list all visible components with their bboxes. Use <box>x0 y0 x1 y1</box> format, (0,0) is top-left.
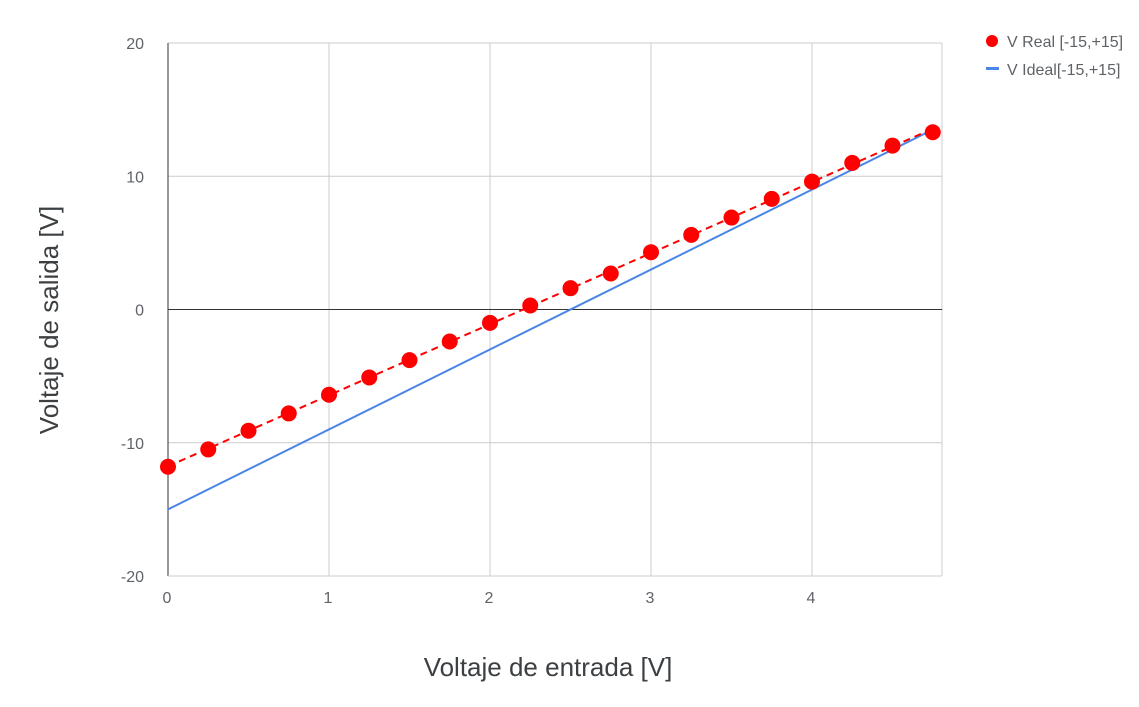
real-data-point <box>723 209 740 226</box>
real-data-point <box>562 280 579 297</box>
real-data-point <box>804 173 820 190</box>
legend-label-ideal: V Ideal[-15,+15] <box>1007 62 1120 79</box>
legend: V Real [-15,+15] V Ideal[-15,+15] <box>986 34 1123 79</box>
real-data-point <box>763 190 780 207</box>
plot-area <box>160 124 941 511</box>
real-data-point <box>884 137 901 154</box>
real-data-point <box>844 154 861 171</box>
x-tick-label: 2 <box>485 590 494 607</box>
y-axis-title: Voltaje de salida [V] <box>34 206 64 434</box>
real-data-point <box>683 226 700 243</box>
legend-marker-real <box>986 35 998 47</box>
real-data-point <box>280 405 297 422</box>
real-data-point <box>924 124 941 141</box>
real-data-point <box>522 297 539 314</box>
y-tick-label: -10 <box>121 436 144 453</box>
x-tick-label: 1 <box>324 590 333 607</box>
axes <box>167 43 942 577</box>
legend-label-real: V Real [-15,+15] <box>1007 34 1123 51</box>
y-tick-label: 20 <box>126 36 144 53</box>
y-tick-label: 10 <box>126 169 144 186</box>
real-data-point <box>321 386 337 403</box>
tick-labels: -20 -10 0 10 20 0 1 2 3 4 <box>121 36 816 607</box>
real-data-point <box>401 352 418 369</box>
ideal-series-line <box>167 128 934 511</box>
x-tick-label: 4 <box>807 590 816 607</box>
x-tick-label: 3 <box>646 590 655 607</box>
real-data-point <box>602 265 619 282</box>
real-data-point <box>643 244 659 261</box>
real-data-point <box>361 369 378 386</box>
x-tick-label: 0 <box>163 590 172 607</box>
y-tick-label: -20 <box>121 569 144 586</box>
real-data-point <box>482 314 498 331</box>
y-tick-label: 0 <box>135 303 144 320</box>
legend-marker-ideal <box>986 67 999 70</box>
real-data-point <box>160 458 176 475</box>
real-data-point <box>240 422 257 439</box>
real-data-point <box>441 333 458 350</box>
real-data-point <box>200 441 217 458</box>
x-axis-title: Voltaje de entrada [V] <box>424 652 673 682</box>
